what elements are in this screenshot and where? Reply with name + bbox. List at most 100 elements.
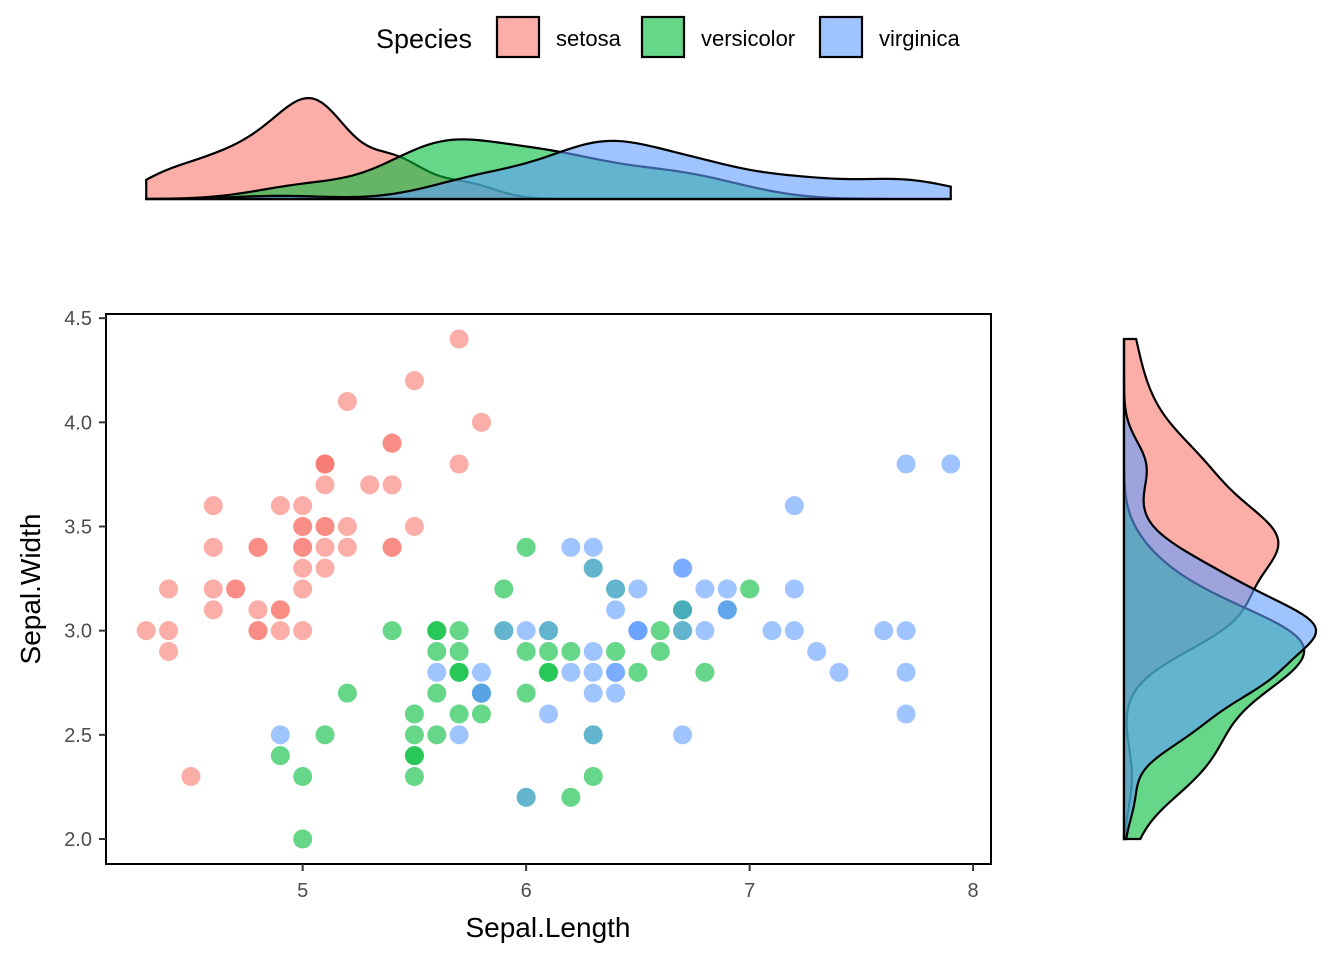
y-tick-label: 3.5: [64, 517, 92, 539]
data-point: [740, 579, 760, 599]
legend-label-versicolor: versicolor: [701, 26, 795, 51]
y-axis: 2.0 2.5 3.0 3.5 4.0 4.5: [64, 308, 106, 851]
data-point: [583, 642, 603, 661]
data-point: [516, 683, 536, 703]
data-point: [404, 517, 424, 536]
data-point: [471, 412, 491, 432]
data-point: [159, 642, 179, 661]
legend-item-setosa: setosa: [495, 15, 622, 59]
data-point: [203, 600, 223, 620]
data-point: [293, 558, 313, 578]
data-point: [807, 642, 827, 661]
data-point: [449, 329, 469, 349]
data-point: [181, 767, 201, 786]
data-point: [203, 496, 223, 516]
data-point: [516, 642, 536, 661]
data-point: [382, 537, 402, 557]
data-point: [293, 621, 313, 641]
data-point: [293, 496, 313, 516]
data-point: [583, 662, 603, 682]
data-point: [382, 433, 402, 453]
series-virginica: [270, 454, 961, 807]
series-setosa: [136, 329, 491, 786]
data-point: [315, 725, 335, 745]
data-point: [896, 704, 916, 724]
legend-label-setosa: setosa: [556, 26, 622, 51]
data-point: [561, 787, 581, 807]
data-point: [762, 621, 782, 641]
main-scatter-panel: 5 6 7 8 2.0 2.5 3.0 3.5 4.0 4.5 Sepal.Length Sep…: [15, 308, 992, 943]
data-point: [561, 537, 581, 557]
data-point: [784, 621, 804, 641]
data-point: [449, 725, 469, 745]
legend-item-versicolor: versicolor: [640, 15, 795, 59]
data-point: [404, 725, 424, 745]
data-point: [695, 621, 715, 641]
data-point: [248, 537, 268, 557]
data-point: [427, 662, 447, 682]
data-point: [449, 642, 469, 661]
data-point: [293, 537, 313, 557]
data-point: [248, 600, 268, 620]
data-point: [941, 454, 961, 474]
data-point: [673, 725, 693, 745]
data-point: [203, 579, 223, 599]
data-point: [695, 662, 715, 682]
data-point: [650, 621, 670, 641]
data-point: [404, 371, 424, 391]
data-point: [561, 642, 581, 661]
data-point: [159, 579, 179, 599]
data-point: [471, 704, 491, 724]
data-point: [159, 621, 179, 641]
right-density-virginica: [1122, 339, 1318, 841]
data-point: [270, 621, 290, 641]
data-point: [293, 767, 313, 786]
top-marginal-density: [145, 96, 952, 201]
x-axis-title: Sepal.Length: [465, 912, 630, 943]
data-point: [449, 621, 469, 641]
y-tick-label: 2.0: [64, 829, 92, 851]
data-point: [583, 683, 603, 703]
data-point: [673, 600, 693, 620]
data-point: [628, 579, 648, 599]
data-point: [896, 454, 916, 474]
data-point: [606, 662, 626, 682]
data-point: [226, 579, 246, 599]
data-point: [315, 475, 335, 495]
y-tick-label: 4.5: [64, 308, 92, 330]
data-point: [293, 829, 313, 849]
data-point: [516, 621, 536, 641]
data-point: [606, 683, 626, 703]
data-point: [471, 683, 491, 703]
data-point: [427, 683, 447, 703]
data-point: [337, 537, 357, 557]
data-point: [494, 579, 514, 599]
data-point: [583, 558, 603, 578]
data-point: [494, 621, 514, 641]
data-point: [270, 725, 290, 745]
data-point: [539, 662, 558, 682]
data-point: [293, 579, 313, 599]
y-tick-label: 2.5: [64, 725, 92, 747]
data-point: [270, 496, 290, 516]
data-point: [784, 579, 804, 599]
data-point: [203, 537, 223, 557]
data-point: [896, 662, 916, 682]
data-point: [628, 662, 648, 682]
data-point: [561, 662, 581, 682]
data-point: [315, 537, 335, 557]
data-point: [516, 537, 536, 557]
data-point: [382, 621, 402, 641]
points-layer: [136, 329, 961, 849]
data-point: [248, 621, 268, 641]
x-axis: 5 6 7 8: [297, 864, 979, 902]
data-point: [337, 683, 357, 703]
x-tick-label: 5: [297, 880, 308, 902]
data-point: [673, 621, 693, 641]
data-point: [315, 517, 335, 536]
legend-key-virginica: [818, 15, 864, 59]
data-point: [606, 642, 626, 661]
x-tick-label: 8: [968, 880, 979, 902]
data-point: [516, 787, 536, 807]
